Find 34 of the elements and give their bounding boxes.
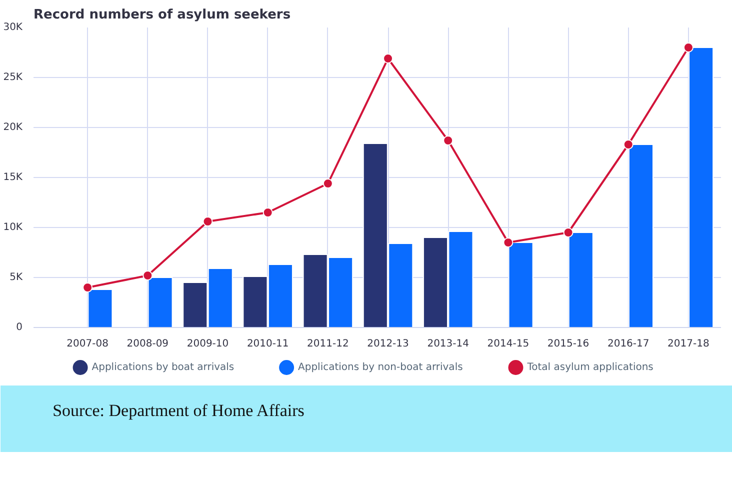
x-tick-label: 2014-15 bbox=[487, 338, 530, 350]
y-tick-label: 20K bbox=[3, 122, 23, 133]
y-tick-label: 10K bbox=[3, 222, 23, 233]
x-tick-label: 2013-14 bbox=[427, 338, 470, 350]
legend-label: Applications by boat arrivals bbox=[92, 362, 234, 373]
y-tick-label: 5K bbox=[10, 272, 23, 283]
point bbox=[202, 216, 213, 226]
point bbox=[322, 178, 333, 188]
legend-label: Applications by non-boat arrivals bbox=[298, 362, 463, 373]
chart-title: Record numbers of asylum seekers bbox=[34, 8, 291, 22]
x-tick-label: 2011-12 bbox=[307, 338, 349, 350]
point bbox=[503, 238, 514, 248]
y-tick-label: 0 bbox=[16, 322, 23, 333]
point bbox=[683, 42, 694, 52]
point bbox=[563, 228, 574, 238]
legend-label: Total asylum applications bbox=[526, 362, 654, 373]
point bbox=[142, 270, 153, 280]
y-tick-label: 15K bbox=[3, 172, 23, 183]
x-tick-label: 2007-08 bbox=[66, 338, 108, 350]
point bbox=[383, 54, 394, 64]
y-tick-label: 25K bbox=[3, 72, 23, 83]
x-tick-label: 2009-10 bbox=[186, 338, 229, 350]
x-tick-label: 2010-11 bbox=[246, 338, 289, 350]
point bbox=[82, 282, 93, 292]
x-tick-label: 2016-17 bbox=[607, 338, 650, 350]
point bbox=[443, 136, 454, 146]
y-tick-label: 30K bbox=[3, 22, 23, 33]
x-tick-label: 2012-13 bbox=[367, 338, 409, 350]
x-tick-label: 2017-18 bbox=[668, 338, 710, 350]
source-note: Source: Department of Home Affairs bbox=[52, 401, 304, 420]
point bbox=[623, 140, 634, 150]
x-tick-label: 2015-16 bbox=[547, 338, 590, 350]
x-tick-label: 2008-09 bbox=[126, 338, 169, 350]
point bbox=[262, 208, 273, 218]
